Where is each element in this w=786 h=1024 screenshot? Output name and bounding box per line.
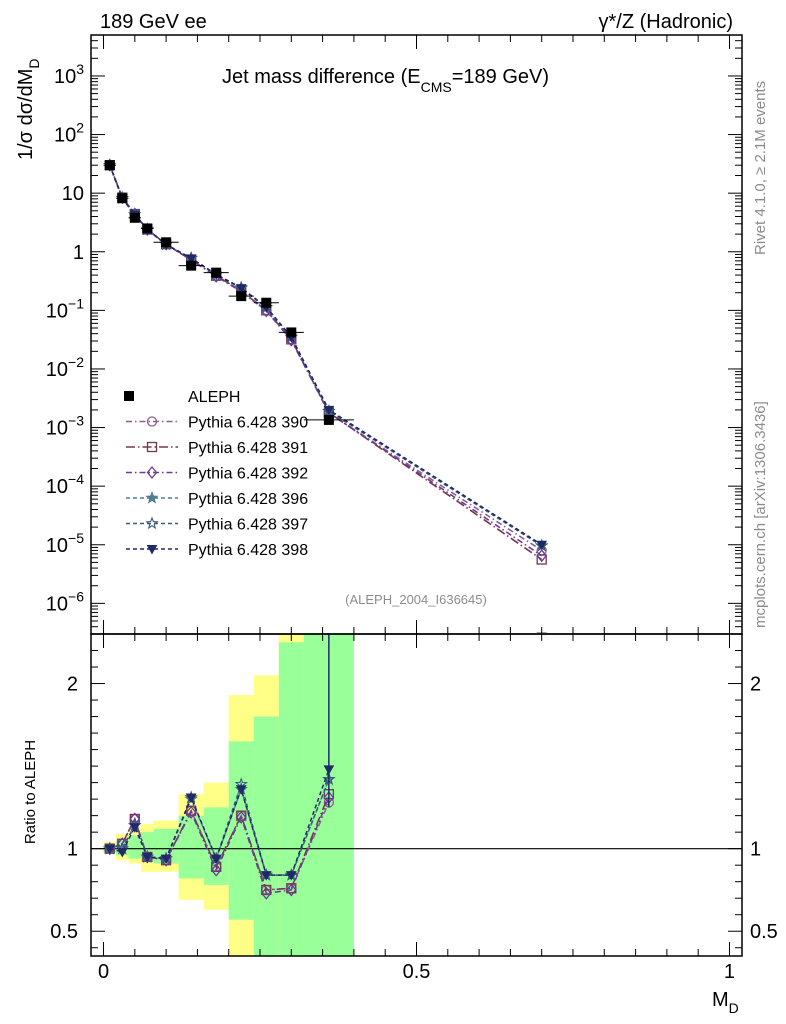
y-tick-label-8: 10−5 bbox=[46, 530, 84, 557]
series-line-5 bbox=[109, 164, 543, 546]
band-green-8 bbox=[253, 716, 279, 956]
ratio-tick-label-right-2: 0.5 bbox=[750, 921, 778, 943]
ratio-1-point-8 bbox=[261, 884, 272, 896]
ratio-tick-label-left-0: 2 bbox=[67, 674, 78, 696]
legend-label-2: Pythia 6.428 392 bbox=[188, 466, 308, 483]
ratio-5-point-3 bbox=[141, 852, 153, 863]
ratio-y-axis-title: Ratio to ALEPH bbox=[22, 740, 39, 844]
data-point-5 bbox=[186, 260, 197, 271]
series-line-0 bbox=[109, 164, 543, 552]
y-tick-label-9: 10−6 bbox=[46, 588, 84, 615]
ratio-uncertainty-bands bbox=[103, 634, 354, 956]
y-tick-label-4: 10−1 bbox=[46, 295, 84, 322]
x-tick-label-1: 0.5 bbox=[403, 961, 431, 983]
ratio-2-point-5 bbox=[185, 805, 197, 819]
ratio-5-point-1 bbox=[116, 847, 128, 858]
series-line-1 bbox=[109, 164, 543, 561]
data-point-1 bbox=[117, 193, 128, 204]
ratio-5-point-4 bbox=[160, 854, 172, 865]
legend-label-4: Pythia 6.428 397 bbox=[188, 517, 308, 534]
legend-label-aleph: ALEPH bbox=[188, 389, 240, 406]
series-5-point-5 bbox=[185, 254, 197, 264]
band-green-2 bbox=[128, 835, 142, 859]
ratio-5-point-6 bbox=[210, 854, 222, 865]
x-tick-label-2: 1 bbox=[724, 961, 735, 983]
ratio-2-point-8 bbox=[260, 886, 272, 900]
ratio-line-2 bbox=[109, 797, 330, 895]
data-point-9 bbox=[286, 327, 297, 338]
data-point-4 bbox=[161, 237, 172, 248]
plot-title: Jet mass difference (ECMS=189 GeV) bbox=[222, 66, 549, 95]
y-axis-title: 1/σ dσ/dMD bbox=[15, 58, 42, 160]
ratio-tick-label-left-1: 1 bbox=[67, 839, 78, 861]
ratio-tick-label-right-1: 1 bbox=[750, 839, 761, 861]
data-point-6 bbox=[211, 267, 222, 278]
analysis-tag: (ALEPH_2004_I636645) bbox=[345, 592, 487, 607]
y-tick-label-0: 103 bbox=[54, 61, 84, 88]
main-panel-series bbox=[102, 158, 549, 633]
y-tick-label-1: 102 bbox=[54, 120, 84, 147]
ratio-2-point-9 bbox=[285, 883, 297, 897]
ratio-5-point-7 bbox=[235, 785, 247, 795]
mcplots-label: mcplots.cern.ch [arXiv:1306.3436] bbox=[752, 401, 769, 628]
data-point-0 bbox=[104, 160, 115, 171]
legend-marker-0 bbox=[146, 416, 158, 427]
ratio-5-point-8 bbox=[260, 871, 272, 881]
series-2-point-9 bbox=[285, 333, 297, 347]
legend-marker-2 bbox=[146, 465, 158, 480]
header-right: γ*/Z (Hadronic) bbox=[599, 11, 733, 33]
y-tick-label-6: 10−3 bbox=[46, 413, 84, 440]
band-green-7 bbox=[228, 741, 254, 920]
data-point-3 bbox=[142, 223, 153, 234]
data-point-2 bbox=[129, 212, 140, 223]
ratio-2-point-7 bbox=[235, 810, 247, 824]
y-tick-label-7: 10−4 bbox=[46, 471, 84, 498]
legend: ALEPH Pythia 6.428 390 Pythia 6.428 391 Pyt… bbox=[124, 389, 308, 559]
series-2-point-11 bbox=[536, 549, 548, 563]
legend-marker-3 bbox=[145, 490, 159, 504]
data-point-10 bbox=[323, 414, 334, 425]
y-tick-label-3: 1 bbox=[73, 242, 84, 264]
y-tick-label-2: 10 bbox=[62, 183, 84, 205]
ratio-5-point-0 bbox=[104, 844, 116, 855]
axis-ticks bbox=[91, 34, 742, 956]
y-tick-label-5: 10−2 bbox=[46, 354, 84, 381]
series-line-2 bbox=[109, 164, 543, 557]
series-line-4 bbox=[109, 164, 543, 547]
rivet-version-label: Rivet 4.1.0, ≥ 2.1M events bbox=[752, 81, 769, 255]
ratio-tick-label-right-0: 2 bbox=[750, 674, 761, 696]
series-5-point-10 bbox=[323, 405, 335, 416]
series-line-3 bbox=[109, 164, 543, 547]
header-left: 189 GeV ee bbox=[100, 11, 207, 33]
legend-label-5: Pythia 6.428 398 bbox=[188, 542, 308, 559]
ratio-panel-series bbox=[102, 634, 336, 900]
ratio-2-point-6 bbox=[210, 863, 222, 877]
legend-marker-4 bbox=[145, 516, 159, 530]
data-point-7 bbox=[236, 291, 247, 302]
legend-marker-5 bbox=[146, 545, 158, 555]
band-green-6 bbox=[203, 807, 229, 885]
ratio-tick-label-left-2: 0.5 bbox=[50, 921, 78, 943]
ratio-5-point-2 bbox=[129, 823, 141, 833]
band-green-9 bbox=[278, 642, 304, 956]
legend-label-3: Pythia 6.428 396 bbox=[188, 491, 308, 508]
legend-marker-aleph bbox=[124, 391, 134, 401]
legend-label-0: Pythia 6.428 390 bbox=[188, 415, 308, 432]
band-green-5 bbox=[178, 815, 204, 879]
legend-label-1: Pythia 6.428 391 bbox=[188, 440, 308, 457]
series-5-point-11 bbox=[536, 540, 548, 551]
data-point-8 bbox=[261, 297, 272, 308]
ratio-5-point-5 bbox=[185, 793, 197, 803]
ratio-5-point-9 bbox=[285, 871, 297, 881]
series-5-point-7 bbox=[235, 284, 247, 294]
legend-marker-1 bbox=[146, 441, 158, 453]
x-tick-label-0: 0 bbox=[98, 961, 109, 983]
x-axis-title: MD bbox=[712, 989, 739, 1016]
